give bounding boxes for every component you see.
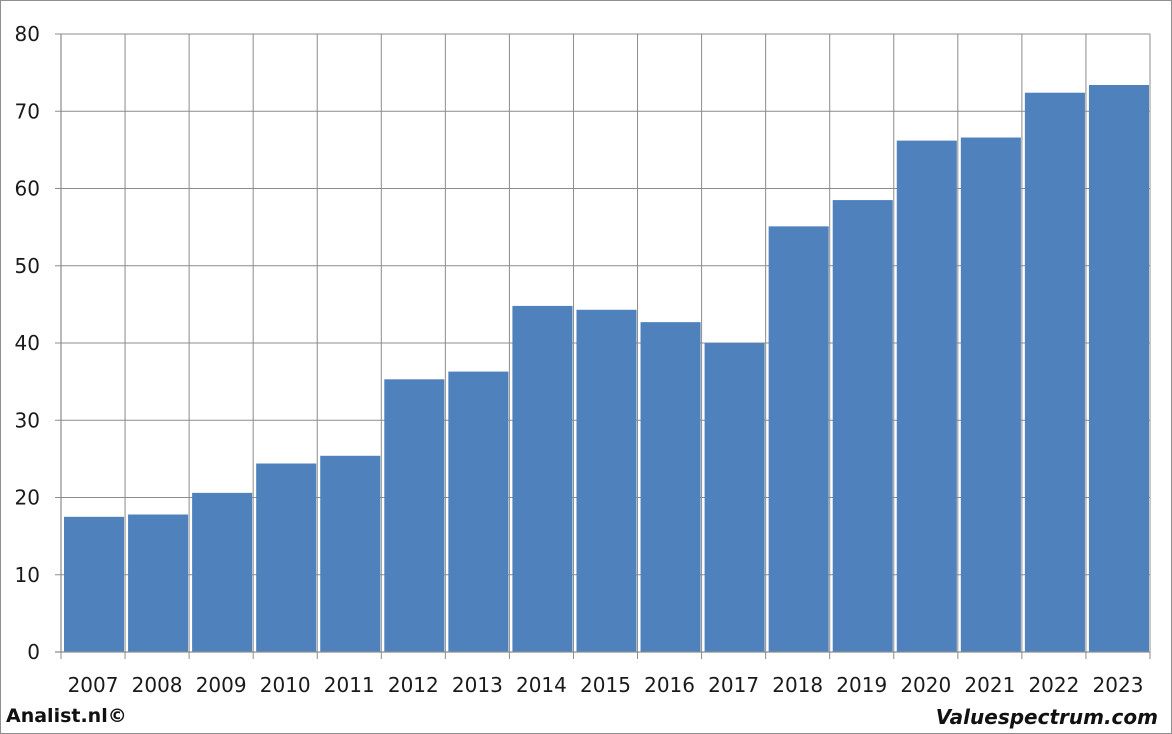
bar-2010 xyxy=(256,463,317,652)
x-tick-label: 2019 xyxy=(836,673,887,697)
axes xyxy=(55,33,1151,659)
y-tick-label: 20 xyxy=(15,486,40,510)
bar-2011 xyxy=(320,455,381,652)
bar-2007 xyxy=(64,516,125,652)
x-tick-label: 2011 xyxy=(324,673,375,697)
bar-2008 xyxy=(128,514,189,652)
source-credit: Analist.nl© xyxy=(6,705,127,727)
x-tick-labels: 2007 2008 2009 2010 2011 2012 2013 2014 2015 2016… xyxy=(68,673,1144,697)
x-tick-label: 2017 xyxy=(708,673,759,697)
bar-2023 xyxy=(1088,84,1149,653)
x-tick-label: 2023 xyxy=(1093,673,1144,697)
y-tick-label: 30 xyxy=(15,408,40,432)
y-tick-label: 70 xyxy=(15,99,40,123)
y-tick-label: 10 xyxy=(15,563,40,587)
x-tick-label: 2020 xyxy=(900,673,951,697)
bar-2020 xyxy=(896,140,957,653)
x-tick-label: 2010 xyxy=(260,673,311,697)
bar-2012 xyxy=(384,379,445,652)
y-tick-labels: 0 10 20 30 40 50 60 70 80 xyxy=(15,22,40,664)
y-tick-label: 0 xyxy=(27,640,40,664)
y-tick-label: 80 xyxy=(15,22,40,46)
bar-2019 xyxy=(832,200,893,652)
bars xyxy=(64,84,1149,653)
x-tick-label: 2018 xyxy=(772,673,823,697)
x-tick-label: 2013 xyxy=(452,673,503,697)
x-tick-label: 2007 xyxy=(68,673,119,697)
y-tick-label: 40 xyxy=(15,331,40,355)
x-tick-label: 2014 xyxy=(516,673,567,697)
bar-2015 xyxy=(576,309,637,652)
x-tick-label: 2012 xyxy=(388,673,439,697)
bar-2021 xyxy=(960,137,1021,652)
bar-2022 xyxy=(1024,92,1085,652)
x-tick-label: 2009 xyxy=(196,673,247,697)
bar-2018 xyxy=(768,226,829,653)
y-tick-label: 60 xyxy=(15,177,40,201)
bar-2009 xyxy=(192,492,253,652)
x-tick-label: 2008 xyxy=(132,673,183,697)
bar-2013 xyxy=(448,371,509,652)
x-tick-label: 2021 xyxy=(964,673,1015,697)
bar-2014 xyxy=(512,305,573,652)
bar-2017 xyxy=(704,343,765,652)
y-tick-label: 50 xyxy=(15,254,40,278)
bar-2016 xyxy=(640,322,701,652)
x-tick-label: 2015 xyxy=(580,673,631,697)
x-tick-label: 2016 xyxy=(644,673,695,697)
x-tick-label: 2022 xyxy=(1028,673,1079,697)
brand-credit: Valuespectrum.com xyxy=(935,705,1158,729)
